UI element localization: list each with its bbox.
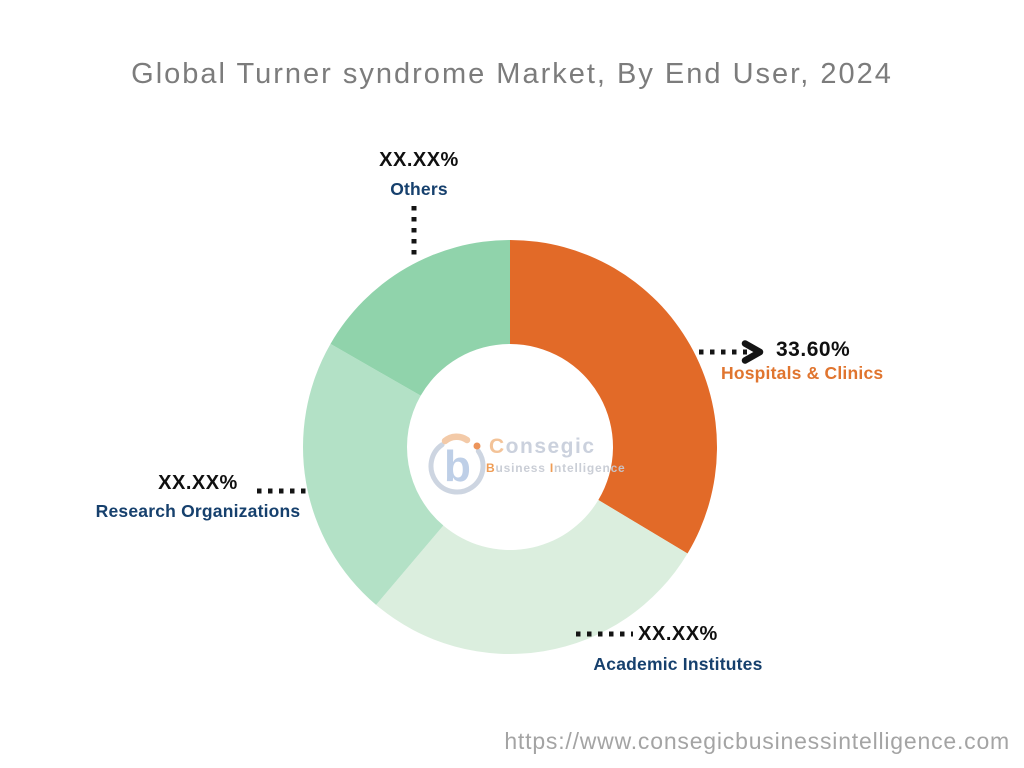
- footer-url: https://www.consegicbusinessintelligence…: [504, 728, 1010, 754]
- research-label: Research Organizations: [95, 501, 301, 521]
- svg-text:b: b: [444, 442, 471, 491]
- callout-others: XX.XX% Others: [339, 148, 499, 200]
- consegic-logo-text: Consegic Business Intelligence: [486, 435, 626, 476]
- logo-subtitle: Business Intelligence: [486, 461, 626, 475]
- research-value: XX.XX%: [158, 472, 238, 494]
- arrow-right-icon: [741, 340, 764, 364]
- donut-segments: [302, 240, 717, 654]
- others-value: XX.XX%: [379, 149, 459, 171]
- hospitals-label-callout: Hospitals & Clinics: [721, 362, 883, 384]
- callout-academic: XX.XX% Academic Institutes: [578, 622, 778, 675]
- donut-segment-hospitals-clinics: [510, 240, 717, 554]
- academic-value: XX.XX%: [638, 623, 718, 645]
- others-label: Others: [390, 179, 448, 199]
- consegic-logo: b Consegic Business Intelligence: [428, 424, 625, 496]
- logo-brand-name: Consegic: [489, 435, 596, 458]
- hospitals-label: Hospitals & Clinics: [721, 363, 884, 383]
- callout-research: XX.XX% Research Organizations: [78, 471, 318, 522]
- donut-segment-others: [330, 240, 510, 396]
- hospitals-value: 33.60%: [776, 338, 851, 361]
- donut-segment-academic-institutes: [376, 499, 688, 654]
- chart-title: Global Turner syndrome Market, By End Us…: [131, 58, 893, 90]
- consegic-logo-icon: b: [428, 433, 486, 495]
- academic-label: Academic Institutes: [593, 654, 763, 674]
- hospitals-value-callout: 33.60%: [776, 338, 850, 362]
- donut-segment-research-organizations: [302, 343, 444, 605]
